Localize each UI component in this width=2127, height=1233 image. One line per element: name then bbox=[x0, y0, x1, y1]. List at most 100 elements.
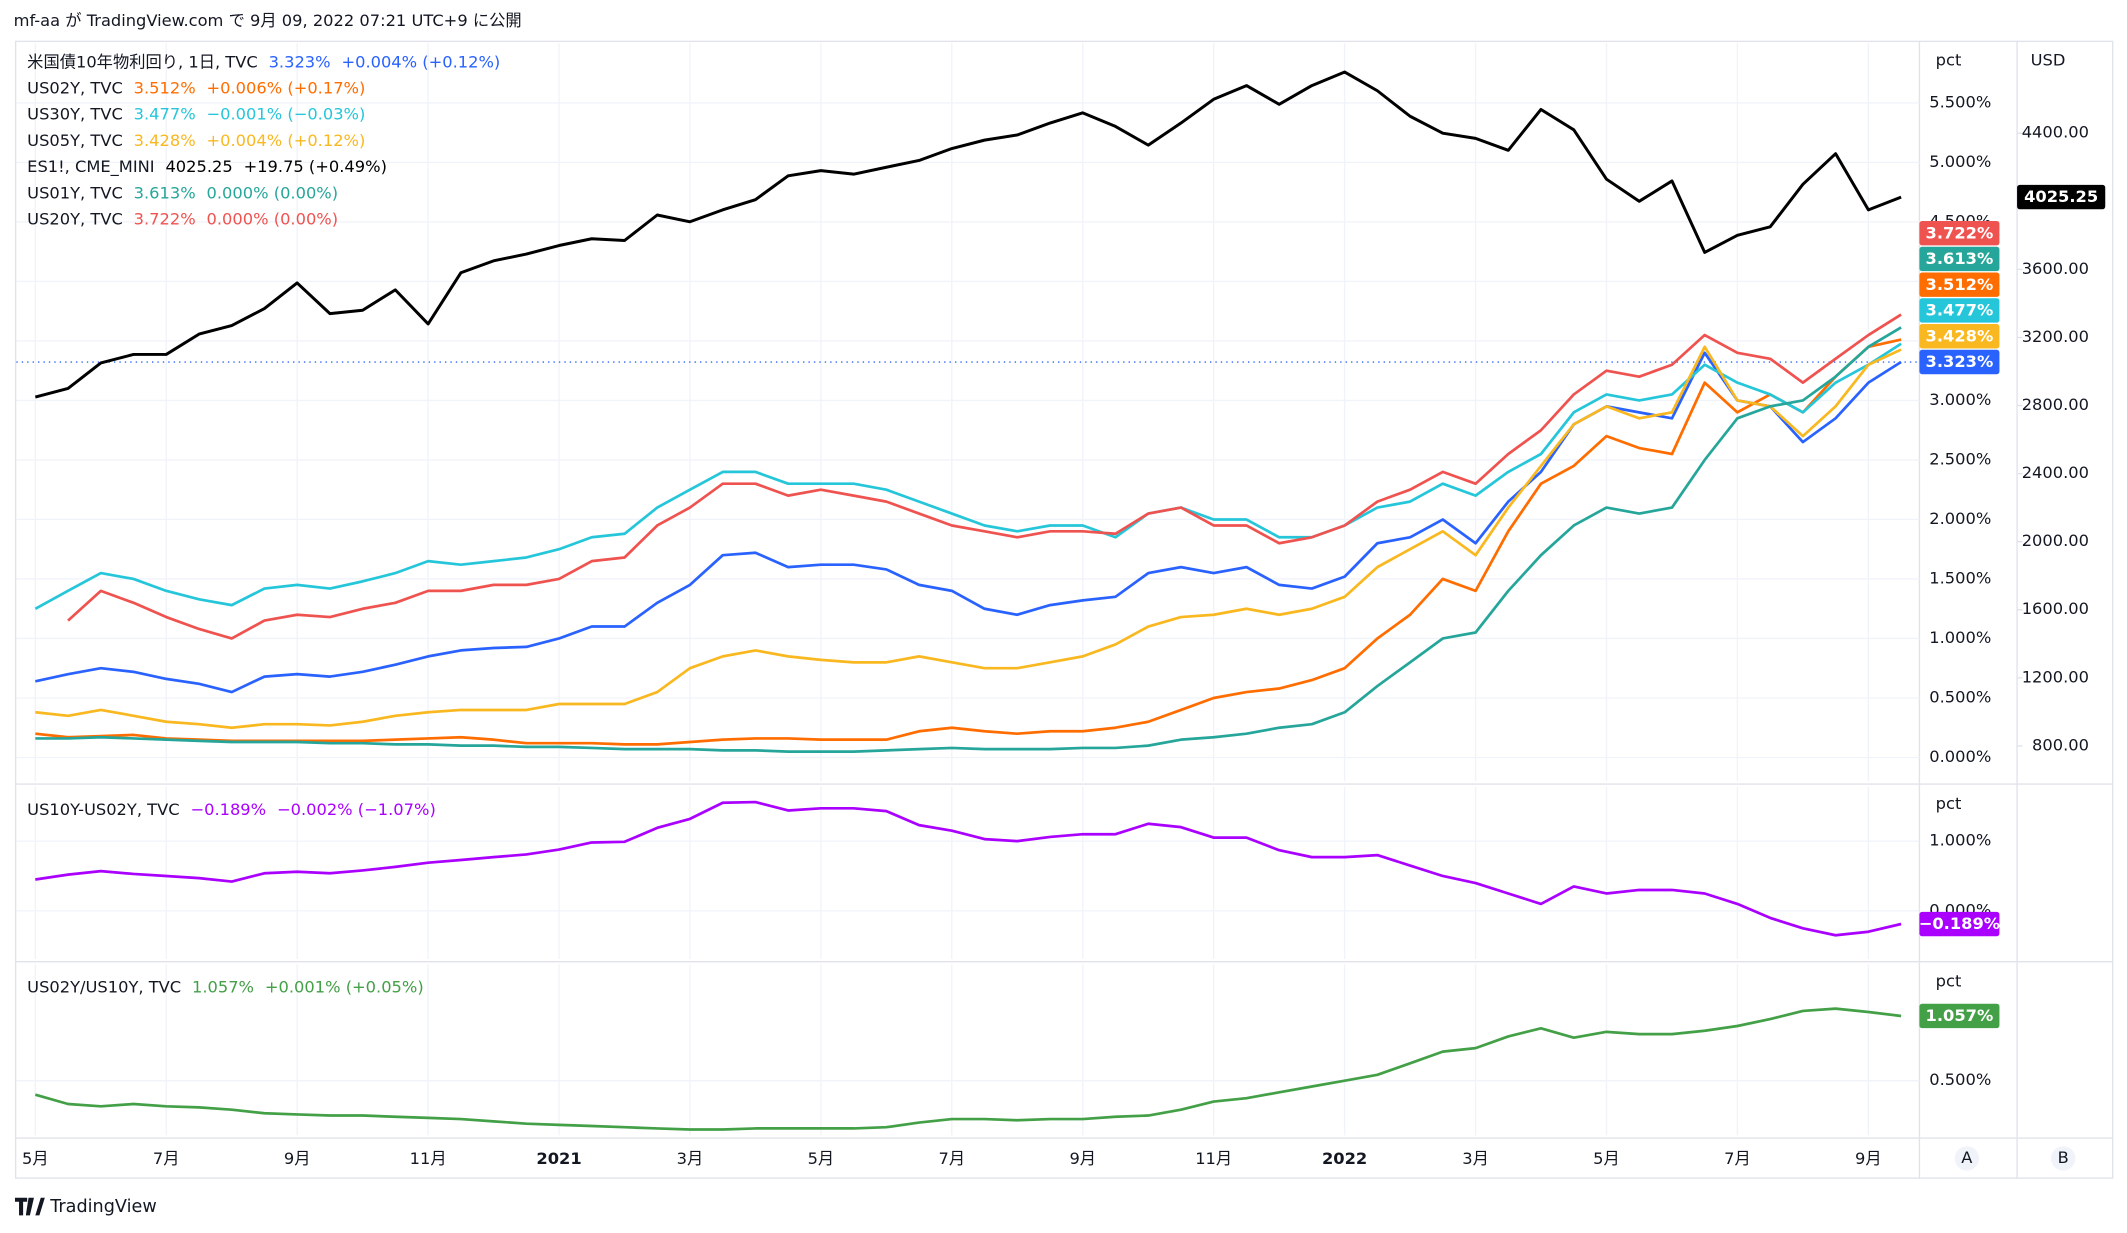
legend-value: 3.722% bbox=[134, 209, 196, 228]
last-value-tag bbox=[1919, 220, 2000, 246]
button-label[interactable]: A bbox=[1961, 1148, 1972, 1167]
x-tick-label: 11月 bbox=[1195, 1149, 1232, 1168]
legend-name: US10Y-US02Y, TVC bbox=[27, 799, 179, 818]
series-line bbox=[35, 351, 1902, 694]
y2-tick-label: 4400.00 bbox=[2022, 123, 2089, 142]
y-tick-label: 1.000% bbox=[1929, 628, 1991, 647]
last-value-tag bbox=[2017, 184, 2106, 210]
logo bbox=[14, 1197, 45, 1216]
last-value-label: 3.428% bbox=[1926, 326, 1994, 345]
legend-change: 0.000% (0.00%) bbox=[207, 183, 339, 202]
frame bbox=[14, 40, 2114, 1179]
plot bbox=[34, 1007, 1902, 1131]
y-tick-label: 5.500% bbox=[1929, 92, 1991, 111]
legend-entry: ES1!, CME_MINI 4025.25 +19.75 (+0.49%) bbox=[27, 157, 387, 177]
axis-unit: USD bbox=[2031, 51, 2066, 70]
y-tick-label: 0.000% bbox=[1929, 747, 1991, 766]
y2-tick-label: 3200.00 bbox=[2022, 327, 2089, 346]
last-value-tag bbox=[1919, 246, 2000, 272]
last-value-label: 3.722% bbox=[1926, 223, 1994, 242]
last-value-label: 1.057% bbox=[1926, 1006, 1994, 1025]
series-line bbox=[34, 342, 1902, 610]
legend-change: +19.75 (+0.49%) bbox=[244, 157, 387, 176]
legend-value: −0.189% bbox=[190, 799, 266, 818]
footer-brand: TradingView bbox=[49, 1197, 156, 1217]
legend-change: +0.004% (+0.12%) bbox=[341, 52, 500, 71]
x-tick-label: 11月 bbox=[410, 1149, 447, 1168]
legend-change: +0.006% (+0.17%) bbox=[207, 78, 366, 97]
x-tick-label: 2022 bbox=[1322, 1149, 1367, 1168]
legend-value: 3.512% bbox=[134, 78, 196, 97]
series-line bbox=[35, 800, 1902, 937]
legend-entry: US02Y, TVC 3.512% +0.006% (+0.17%) bbox=[27, 78, 365, 97]
button[interactable] bbox=[1954, 1146, 1980, 1171]
x-tick-label: 3月 bbox=[677, 1149, 704, 1168]
last-value-label: 3.613% bbox=[1926, 249, 1994, 268]
x-tick-label: 9月 bbox=[1855, 1149, 1882, 1168]
y-tick-label: 0.500% bbox=[1929, 1070, 1991, 1089]
last-value-label: 4025.25 bbox=[2024, 187, 2098, 206]
y2-tick-label: 2400.00 bbox=[2022, 463, 2089, 482]
legend-change: −0.002% (−1.07%) bbox=[277, 799, 436, 818]
y2-tick-label: 800.00 bbox=[2032, 735, 2089, 754]
legend-value: 3.613% bbox=[134, 183, 196, 202]
legend-entry: US02Y/US10Y, TVC 1.057% +0.001% (+0.05%) bbox=[27, 977, 424, 996]
axis-unit: pct bbox=[1936, 51, 1962, 70]
x-tick-label: 5月 bbox=[808, 1149, 835, 1168]
y-tick-label: 2.500% bbox=[1929, 449, 1991, 468]
last-value-label: −0.189% bbox=[1919, 914, 2000, 933]
y-tick-label: 2.000% bbox=[1929, 509, 1991, 528]
legend-name: US05Y, TVC bbox=[27, 130, 123, 149]
x-tick-label: 9月 bbox=[1069, 1149, 1096, 1168]
series-line bbox=[67, 313, 1902, 640]
series-line bbox=[35, 338, 1902, 746]
legend-entry: 米国債10年物利回り, 1日, TVC 3.323% +0.004% (+0.12%… bbox=[27, 52, 500, 71]
button-label[interactable]: B bbox=[2058, 1148, 2069, 1167]
legend-name: US02Y/US10Y, TVC bbox=[27, 977, 181, 996]
legend-name: US01Y, TVC bbox=[27, 183, 123, 202]
legend-entry: US05Y, TVC 3.428% +0.004% (+0.12%) bbox=[27, 130, 365, 149]
y-tick-label: 5.000% bbox=[1929, 152, 1991, 171]
legend-name: US20Y, TVC bbox=[27, 209, 123, 228]
last-value-tag bbox=[1919, 324, 2000, 349]
y2-tick-label: 3600.00 bbox=[2022, 259, 2089, 278]
x-tick-label: 7月 bbox=[939, 1149, 966, 1168]
y2-tick-label: 2000.00 bbox=[2022, 531, 2089, 550]
plot bbox=[16, 70, 1920, 753]
axis-unit: pct bbox=[1936, 794, 1962, 813]
legend-change: 0.000% (0.00%) bbox=[207, 209, 339, 228]
legend-value: 4025.25 bbox=[165, 157, 232, 176]
legend-value: 3.323% bbox=[269, 52, 331, 71]
legend-value: 3.477% bbox=[134, 104, 196, 123]
y-tick-label: 0.500% bbox=[1929, 687, 1991, 706]
legend-entry: US01Y, TVC 3.613% 0.000% (0.00%) bbox=[27, 183, 338, 202]
header: mf-aa が TradingView.com で 9月 09, 2022 07… bbox=[14, 11, 522, 30]
legend-change: +0.001% (+0.05%) bbox=[265, 977, 424, 996]
plot bbox=[35, 800, 1902, 937]
x-tick-label: 3月 bbox=[1462, 1149, 1489, 1168]
last-value-label: 3.477% bbox=[1926, 301, 1994, 320]
series-line bbox=[34, 70, 1902, 399]
legend-value: 1.057% bbox=[192, 977, 254, 996]
x-tick-label: 9月 bbox=[284, 1149, 311, 1168]
legend-change: −0.001% (−0.03%) bbox=[207, 104, 366, 123]
y2-tick-label: 1600.00 bbox=[2022, 599, 2089, 618]
legend-entry: US30Y, TVC 3.477% −0.001% (−0.03%) bbox=[27, 104, 365, 123]
legend-change: +0.004% (+0.12%) bbox=[207, 130, 366, 149]
last-value-tag bbox=[1919, 349, 2000, 375]
legend-name: 米国債10年物利回り, 1日, TVC bbox=[27, 52, 258, 71]
last-value-tag bbox=[1919, 1003, 2000, 1029]
y-tick-label: 3.000% bbox=[1929, 390, 1991, 409]
last-value-tag bbox=[1919, 298, 2000, 323]
y-tick-label: 1.500% bbox=[1929, 568, 1991, 587]
legend-name: US30Y, TVC bbox=[27, 104, 123, 123]
x-tick-label: 7月 bbox=[153, 1149, 180, 1168]
legend-entry: US10Y-US02Y, TVC −0.189% −0.002% (−1.07%) bbox=[27, 799, 436, 818]
x-tick-label: 5月 bbox=[22, 1149, 49, 1168]
legend-name: US02Y, TVC bbox=[27, 78, 123, 97]
x-tick-label: 5月 bbox=[1593, 1149, 1620, 1168]
y2-tick-label: 2800.00 bbox=[2022, 395, 2089, 414]
button[interactable] bbox=[2050, 1146, 2076, 1171]
last-value-label: 3.512% bbox=[1926, 275, 1994, 294]
